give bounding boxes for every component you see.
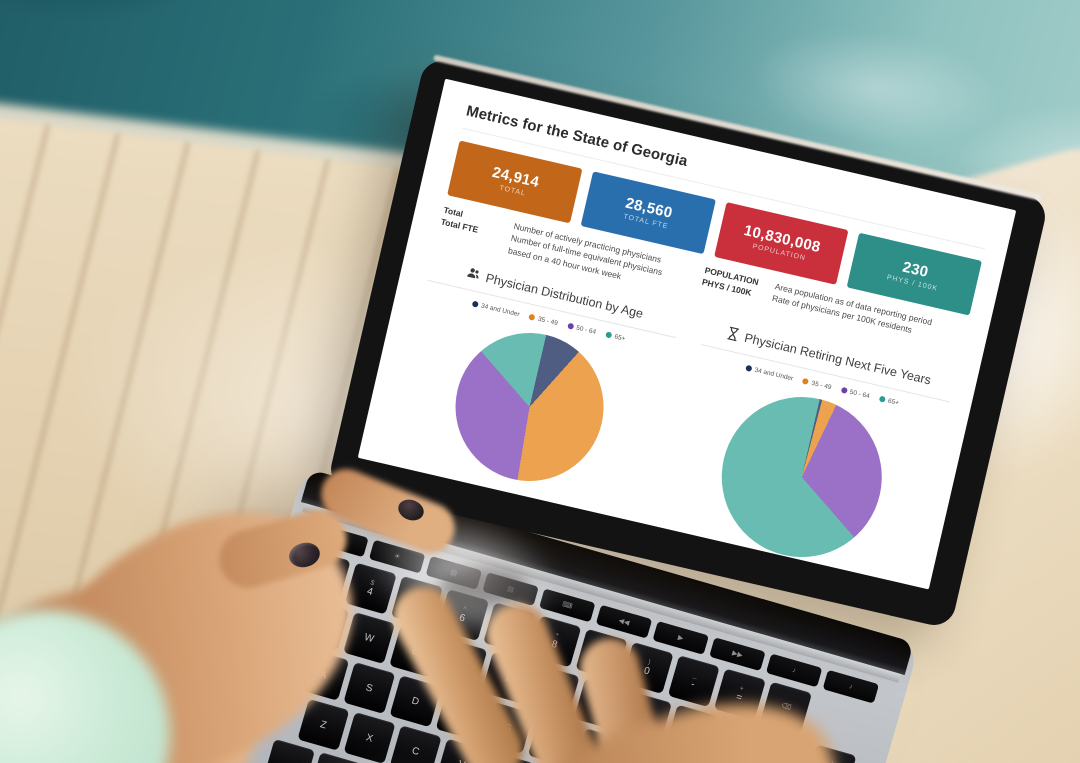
legend-dot	[471, 300, 479, 309]
screen: Metrics for the State of Georgia 24,914 …	[357, 78, 1017, 590]
stat-value: 24,914	[490, 163, 541, 192]
legend-label: 65+	[613, 333, 626, 343]
legend-item[interactable]: 50 - 64	[840, 387, 870, 400]
legend-dot	[605, 331, 613, 339]
legend-item[interactable]: 35 - 49	[528, 314, 558, 327]
chart-header: Physician Distribution by Age	[427, 257, 682, 339]
legend-label: 65+	[887, 397, 900, 407]
chart-physician-distribution: Physician Distribution by Age 34 and Und…	[385, 257, 682, 520]
legend-item[interactable]: 35 - 49	[802, 378, 832, 391]
finger-shadow	[438, 568, 528, 608]
legend-label: 35 - 49	[537, 315, 559, 328]
legend-dot	[745, 365, 753, 373]
legend-label: 34 and Under	[753, 366, 794, 383]
legend-dot	[528, 314, 536, 322]
legend-item[interactable]: 65+	[605, 331, 626, 343]
pie-chart-age-distribution[interactable]	[440, 318, 618, 496]
legend-dot	[802, 378, 810, 386]
legend-dot	[878, 395, 886, 404]
legend-item[interactable]: 34 and Under	[471, 300, 521, 319]
key[interactable]: S	[343, 662, 396, 715]
legend-label: 34 and Under	[480, 302, 521, 319]
legend-label: 50 - 64	[848, 388, 871, 401]
legend-item[interactable]: 65+	[878, 395, 900, 407]
people-icon	[466, 266, 482, 285]
legend-label: 35 - 49	[810, 379, 833, 392]
legend-item[interactable]: 34 and Under	[745, 365, 794, 383]
legend-label: 50 - 64	[575, 324, 597, 336]
dashboard: Metrics for the State of Georgia 24,914 …	[358, 79, 1016, 589]
legend-dot	[840, 387, 848, 395]
chart-physician-retiring: Physician Retiring Next Five Years 34 an…	[659, 320, 955, 584]
laptop-lid: Metrics for the State of Georgia 24,914 …	[326, 54, 1050, 630]
legend-item[interactable]: 50 - 64	[566, 322, 597, 336]
legend-dot	[566, 322, 574, 331]
pie-chart-retiring[interactable]	[705, 380, 898, 573]
hourglass-icon	[725, 326, 741, 345]
charts-row: Physician Distribution by Age 34 and Und…	[385, 257, 955, 583]
chart-header: Physician Retiring Next Five Years	[700, 320, 955, 403]
